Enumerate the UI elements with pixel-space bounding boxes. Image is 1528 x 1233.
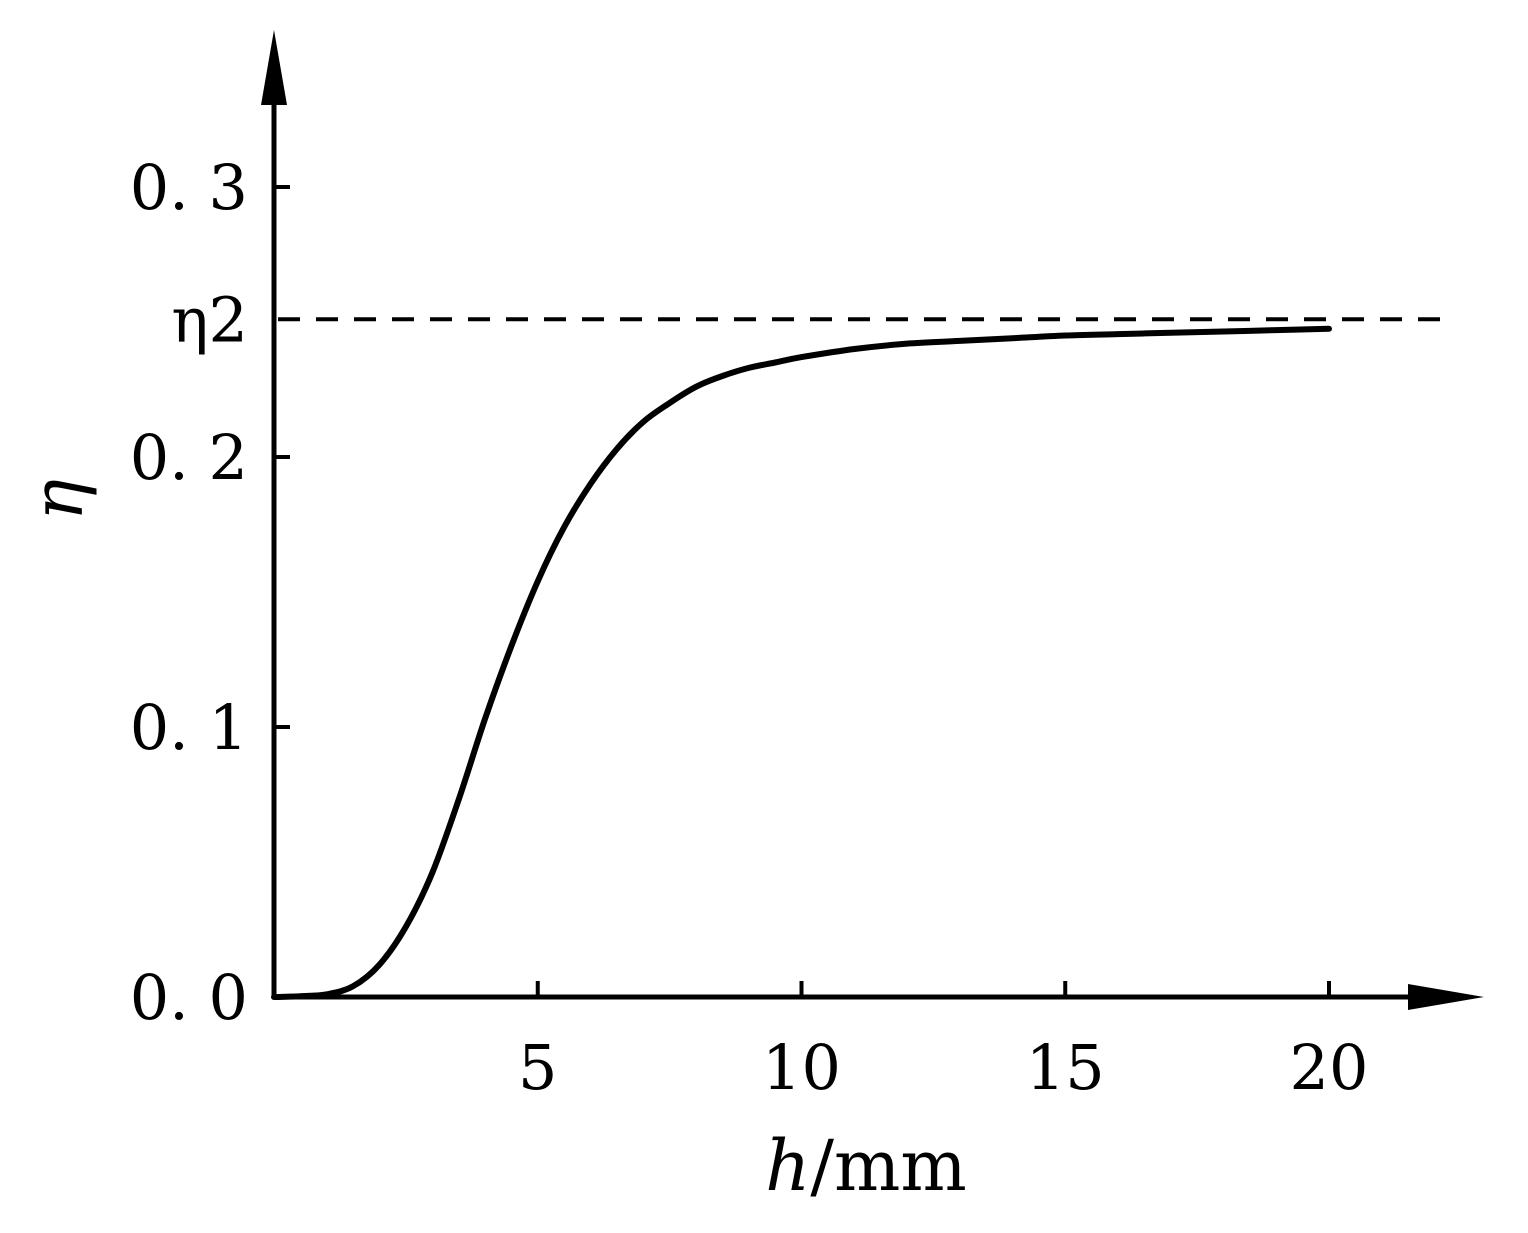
y-tick-label: 0. 1 — [130, 691, 248, 764]
x-tick-label: 10 — [762, 1031, 841, 1104]
x-axis-title-var: h — [765, 1125, 810, 1207]
y-axis-arrow — [261, 30, 287, 105]
series-line — [271, 325, 1332, 1000]
x-tick-label: 20 — [1290, 1031, 1369, 1104]
y-tick-label: 0. 2 — [130, 421, 248, 494]
x-tick-label: 15 — [1026, 1031, 1105, 1104]
x-axis-title-unit: /mm — [810, 1125, 966, 1207]
x-axis-title: h/mm — [765, 1125, 966, 1207]
y-axis-title: η — [17, 479, 99, 521]
y-tick-label: 0. 3 — [130, 151, 248, 224]
x-axis-arrow — [1408, 984, 1484, 1010]
x-tick-label: 5 — [518, 1031, 557, 1104]
reference-line-label: η2 — [171, 283, 248, 356]
y-tick-label: 0. 0 — [130, 961, 248, 1034]
